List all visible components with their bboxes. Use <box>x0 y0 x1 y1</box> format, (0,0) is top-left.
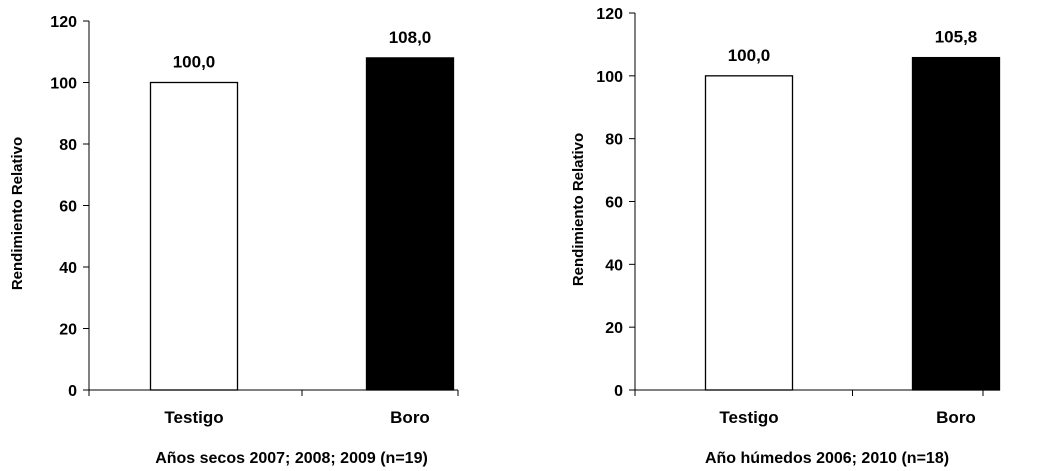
y-tick-label: 80 <box>59 137 77 154</box>
y-tick-label: 40 <box>605 257 623 274</box>
x-tick-label: Boro <box>390 408 430 427</box>
x-tick-label: Testigo <box>719 408 778 427</box>
y-tick-label: 120 <box>596 6 623 23</box>
y-tick-label: 20 <box>605 320 623 337</box>
x-axis-title: Año húmedos 2006; 2010 (n=18) <box>705 450 949 467</box>
bar-boro <box>911 56 1001 391</box>
chart-wet-years: 0 20 40 60 80 100 120 100,0 Testigo 105,8 Boro Año … <box>570 6 1001 467</box>
data-label: 100,0 <box>728 46 771 65</box>
x-tick-label: Testigo <box>164 408 223 427</box>
y-tick-label: 60 <box>605 195 623 212</box>
y-tick-label: 0 <box>614 383 623 400</box>
x-tick-label: Boro <box>936 408 976 427</box>
chart-dry-years: 0 20 40 60 80 100 120 100,0 Testigo 108,0 Boro Años… <box>9 14 459 467</box>
data-label: 100,0 <box>173 53 216 72</box>
y-axis-title: Rendimiento Relativo <box>570 133 587 286</box>
x-axis-title: Años secos 2007; 2008; 2009 (n=19) <box>155 450 428 467</box>
data-label: 108,0 <box>389 28 432 47</box>
y-tick-label: 0 <box>68 383 77 400</box>
y-tick-label: 20 <box>59 322 77 339</box>
y-tick-label: 40 <box>59 260 77 277</box>
bar-testigo <box>704 75 794 391</box>
data-label: 105,8 <box>935 28 978 47</box>
y-tick-label: 60 <box>59 199 77 216</box>
bar-boro <box>365 57 455 391</box>
y-tick-label: 120 <box>50 14 77 31</box>
y-tick-label: 100 <box>596 69 623 86</box>
y-tick-label: 100 <box>50 76 77 93</box>
bar-testigo <box>149 81 239 391</box>
y-tick-label: 80 <box>605 132 623 149</box>
y-axis-title: Rendimiento Relativo <box>9 137 26 290</box>
